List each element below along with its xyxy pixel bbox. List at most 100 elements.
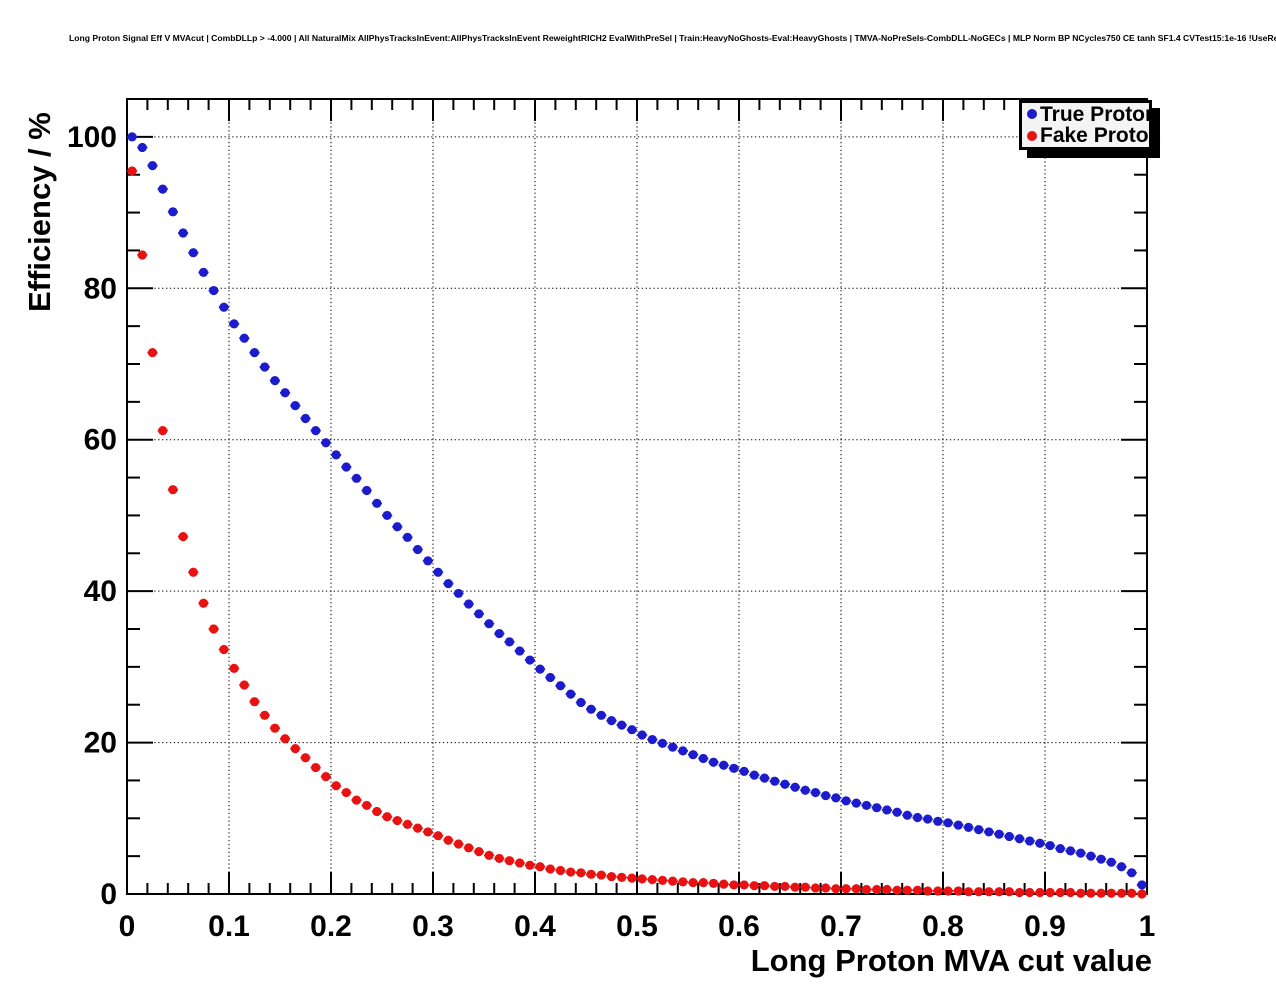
- data-point-true-proton: [1035, 838, 1045, 848]
- data-point-true-proton: [402, 532, 413, 542]
- data-point-true-proton: [902, 810, 912, 820]
- data-point-true-proton: [290, 401, 300, 411]
- data-point-fake-proton: [362, 800, 372, 811]
- data-point-true-proton: [668, 742, 678, 752]
- data-point-true-proton: [178, 228, 188, 238]
- data-point-true-proton: [504, 637, 515, 647]
- data-point-true-proton: [362, 485, 372, 496]
- data-point-true-proton: [423, 556, 433, 566]
- data-point-true-proton: [147, 161, 158, 171]
- data-point-fake-proton: [504, 856, 515, 866]
- data-point-fake-proton: [1086, 888, 1096, 898]
- data-point-true-proton: [494, 628, 504, 639]
- data-point-true-proton: [861, 800, 872, 811]
- data-point-true-proton: [555, 681, 566, 691]
- data-point-true-proton: [525, 655, 535, 665]
- data-point-true-proton: [464, 599, 474, 609]
- y-tick-label: 100: [67, 121, 117, 154]
- data-point-fake-proton: [1004, 887, 1014, 897]
- data-point-true-proton: [484, 619, 494, 629]
- data-point-true-proton: [994, 829, 1004, 839]
- data-point-true-proton: [1096, 854, 1106, 864]
- data-point-fake-proton: [249, 697, 260, 707]
- data-point-true-proton: [810, 787, 821, 798]
- data-point-true-proton: [168, 207, 178, 217]
- data-point-true-proton: [1076, 848, 1086, 858]
- data-point-fake-proton: [331, 781, 341, 791]
- data-point-fake-proton: [290, 744, 300, 754]
- data-point-fake-proton: [902, 885, 912, 895]
- data-point-fake-proton: [678, 877, 688, 887]
- data-point-fake-proton: [647, 875, 657, 885]
- data-point-fake-proton: [596, 870, 606, 880]
- x-tick-label: 0: [119, 910, 136, 943]
- data-point-true-proton: [321, 438, 331, 448]
- data-point-fake-proton: [351, 795, 362, 805]
- data-point-fake-proton: [708, 878, 719, 889]
- data-point-true-proton: [800, 785, 810, 795]
- data-point-fake-proton: [729, 880, 739, 890]
- data-point-fake-proton: [606, 871, 617, 882]
- data-point-fake-proton: [443, 835, 453, 845]
- data-point-fake-proton: [209, 624, 219, 634]
- data-point-true-proton: [933, 816, 943, 826]
- data-point-fake-proton: [188, 567, 198, 577]
- data-point-fake-proton: [576, 868, 586, 878]
- data-point-true-proton: [1106, 857, 1116, 867]
- data-point-true-proton: [851, 798, 861, 808]
- data-point-fake-proton: [810, 883, 821, 893]
- data-point-true-proton: [657, 738, 668, 748]
- data-point-true-proton: [647, 734, 657, 745]
- data-point-true-proton: [1137, 880, 1147, 890]
- x-axis-title: Long Proton MVA cut value: [751, 943, 1152, 978]
- data-point-true-proton: [1004, 831, 1014, 842]
- data-point-true-proton: [698, 753, 708, 764]
- data-point-true-proton: [882, 805, 892, 815]
- data-point-true-proton: [617, 720, 627, 730]
- x-tick-label: 0.2: [310, 910, 352, 943]
- fake-proton-marker-icon: [1027, 130, 1037, 141]
- data-point-true-proton: [780, 779, 790, 789]
- data-point-true-proton: [413, 544, 423, 555]
- x-tick-label: 1: [1139, 910, 1156, 943]
- data-point-fake-proton: [474, 847, 484, 857]
- data-point-fake-proton: [382, 812, 392, 822]
- data-point-fake-proton: [372, 806, 382, 817]
- data-point-true-proton: [770, 776, 780, 786]
- data-point-fake-proton: [311, 762, 321, 773]
- data-point-fake-proton: [1035, 887, 1045, 898]
- data-point-true-proton: [831, 793, 841, 803]
- data-point-true-proton: [1045, 840, 1055, 851]
- data-point-true-proton: [566, 689, 576, 699]
- data-point-fake-proton: [402, 819, 413, 829]
- data-point-fake-proton: [147, 348, 158, 358]
- data-point-true-proton: [739, 766, 749, 776]
- data-point-fake-proton: [137, 250, 147, 260]
- data-point-fake-proton: [219, 644, 229, 655]
- data-point-true-proton: [892, 807, 902, 817]
- data-point-true-proton: [984, 827, 994, 837]
- legend: True Proton Fake Proton: [1019, 100, 1161, 150]
- data-point-true-proton: [280, 388, 290, 398]
- data-point-fake-proton: [1137, 889, 1147, 899]
- data-point-true-proton: [708, 757, 719, 767]
- data-point-true-proton: [443, 578, 453, 589]
- data-point-true-proton: [341, 462, 351, 472]
- legend-label-fake-proton: Fake Proton: [1040, 124, 1162, 148]
- data-point-fake-proton: [953, 886, 963, 896]
- data-point-true-proton: [1116, 862, 1127, 872]
- data-point-true-proton: [127, 132, 137, 142]
- data-point-fake-proton: [627, 873, 637, 883]
- legend-entry-fake-proton: Fake Proton: [1027, 125, 1161, 146]
- legend-entry-true-proton: True Proton: [1027, 104, 1158, 125]
- data-point-fake-proton: [617, 872, 627, 882]
- data-point-fake-proton: [749, 881, 759, 891]
- data-point-true-proton: [433, 567, 443, 577]
- data-point-fake-proton: [841, 884, 851, 894]
- data-point-fake-proton: [831, 884, 841, 894]
- data-point-fake-proton: [759, 881, 770, 891]
- data-point-fake-proton: [525, 860, 535, 870]
- data-point-true-proton: [923, 814, 933, 824]
- data-point-fake-proton: [300, 753, 311, 763]
- data-point-fake-proton: [280, 734, 290, 744]
